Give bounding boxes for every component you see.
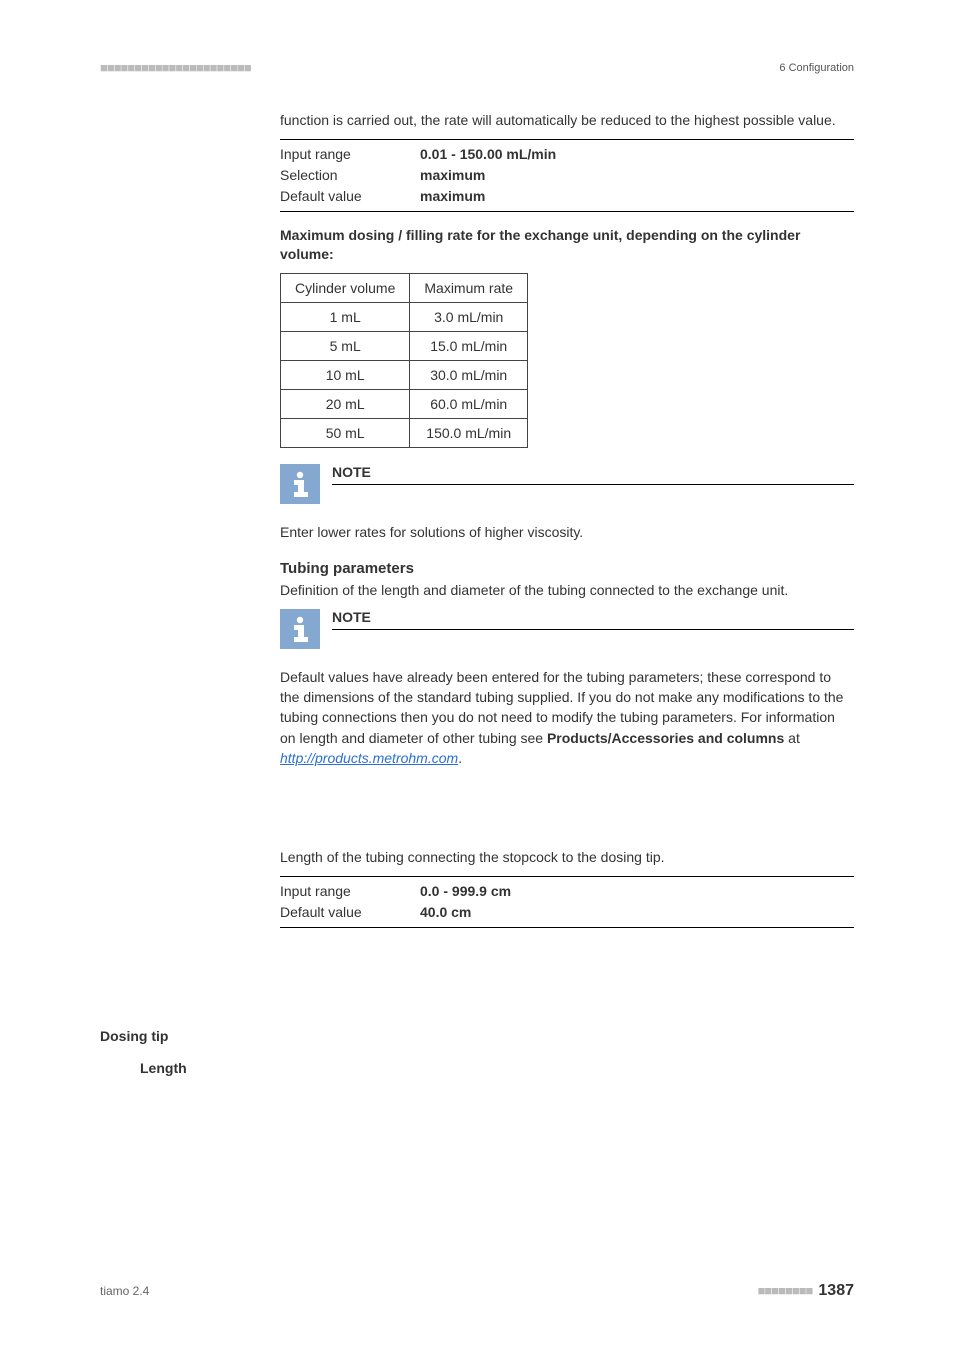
param-value: maximum xyxy=(420,186,485,207)
param-label: Selection xyxy=(280,165,420,186)
note-block-1: NOTE Enter lower rates for solutions of … xyxy=(280,464,854,542)
param-row: Selection maximum xyxy=(280,165,854,186)
param-row: Default value maximum xyxy=(280,186,854,207)
param-label: Default value xyxy=(280,902,420,923)
table-row: 1 mL3.0 mL/min xyxy=(281,302,528,331)
note-divider xyxy=(332,484,854,485)
note-body: Enter lower rates for solutions of highe… xyxy=(280,522,854,542)
table-cell: 5 mL xyxy=(281,331,410,360)
divider xyxy=(280,927,854,928)
param-label: Input range xyxy=(280,144,420,165)
divider xyxy=(280,211,854,212)
info-icon xyxy=(280,464,320,504)
note2-bold: Products/Accessories and columns xyxy=(547,730,784,746)
table-row: 50 mL150.0 mL/min xyxy=(281,418,528,447)
tubing-desc: Definition of the length and diameter of… xyxy=(280,581,854,601)
param-value: 0.0 - 999.9 cm xyxy=(420,881,511,902)
header-dashes: ■■■■■■■■■■■■■■■■■■■■■■ xyxy=(100,60,251,75)
tubing-section-title: Tubing parameters xyxy=(280,560,854,577)
param-row: Input range 0.0 - 999.9 cm xyxy=(280,881,854,902)
param-row: Default value 40.0 cm xyxy=(280,902,854,923)
note-body: Default values have already been entered… xyxy=(280,667,854,768)
table-cell: 30.0 mL/min xyxy=(410,360,528,389)
chapter-title: 6 Configuration xyxy=(779,62,854,74)
info-icon xyxy=(280,609,320,649)
table-row: 10 mL30.0 mL/min xyxy=(281,360,528,389)
note-divider xyxy=(332,629,854,630)
dosing-tip-label: Dosing tip xyxy=(100,1028,168,1044)
page-number: 1387 xyxy=(818,1282,854,1299)
table-cell: 20 mL xyxy=(281,389,410,418)
table-cell: 1 mL xyxy=(281,302,410,331)
page-footer: tiamo 2.4 ■■■■■■■■ 1387 xyxy=(100,1282,854,1300)
note2-mid: at xyxy=(784,730,800,746)
length-param-block: Input range 0.0 - 999.9 cm Default value… xyxy=(280,881,854,923)
note-title: NOTE xyxy=(332,609,854,627)
col-header: Cylinder volume xyxy=(281,273,410,302)
table-cell: 15.0 mL/min xyxy=(410,331,528,360)
param-row: Input range 0.01 - 150.00 mL/min xyxy=(280,144,854,165)
table-cell: 3.0 mL/min xyxy=(410,302,528,331)
table-header-row: Cylinder volume Maximum rate xyxy=(281,273,528,302)
table-cell: 150.0 mL/min xyxy=(410,418,528,447)
rate-table: Cylinder volume Maximum rate 1 mL3.0 mL/… xyxy=(280,273,528,448)
footer-product: tiamo 2.4 xyxy=(100,1284,149,1298)
rate-param-block: Input range 0.01 - 150.00 mL/min Selecti… xyxy=(280,144,854,207)
param-value: 40.0 cm xyxy=(420,902,471,923)
table-cell: 60.0 mL/min xyxy=(410,389,528,418)
table-cell: 50 mL xyxy=(281,418,410,447)
maxrate-heading: Maximum dosing / filling rate for the ex… xyxy=(280,226,854,265)
note-title: NOTE xyxy=(332,464,854,482)
table-row: 5 mL15.0 mL/min xyxy=(281,331,528,360)
intro-paragraph: function is carried out, the rate will a… xyxy=(280,111,854,131)
table-cell: 10 mL xyxy=(281,360,410,389)
length-desc: Length of the tubing connecting the stop… xyxy=(280,848,854,868)
param-label: Input range xyxy=(280,881,420,902)
page-header: ■■■■■■■■■■■■■■■■■■■■■■ 6 Configuration xyxy=(100,60,854,75)
products-link[interactable]: http://products.metrohm.com xyxy=(280,750,458,766)
divider xyxy=(280,876,854,877)
param-value: maximum xyxy=(420,165,485,186)
length-label: Length xyxy=(140,1060,187,1076)
footer-dashes: ■■■■■■■■ xyxy=(758,1283,813,1298)
divider xyxy=(280,139,854,140)
table-row: 20 mL60.0 mL/min xyxy=(281,389,528,418)
note-block-2: NOTE Default values have already been en… xyxy=(280,609,854,768)
col-header: Maximum rate xyxy=(410,273,528,302)
param-label: Default value xyxy=(280,186,420,207)
param-value: 0.01 - 150.00 mL/min xyxy=(420,144,556,165)
note2-post: . xyxy=(458,750,462,766)
